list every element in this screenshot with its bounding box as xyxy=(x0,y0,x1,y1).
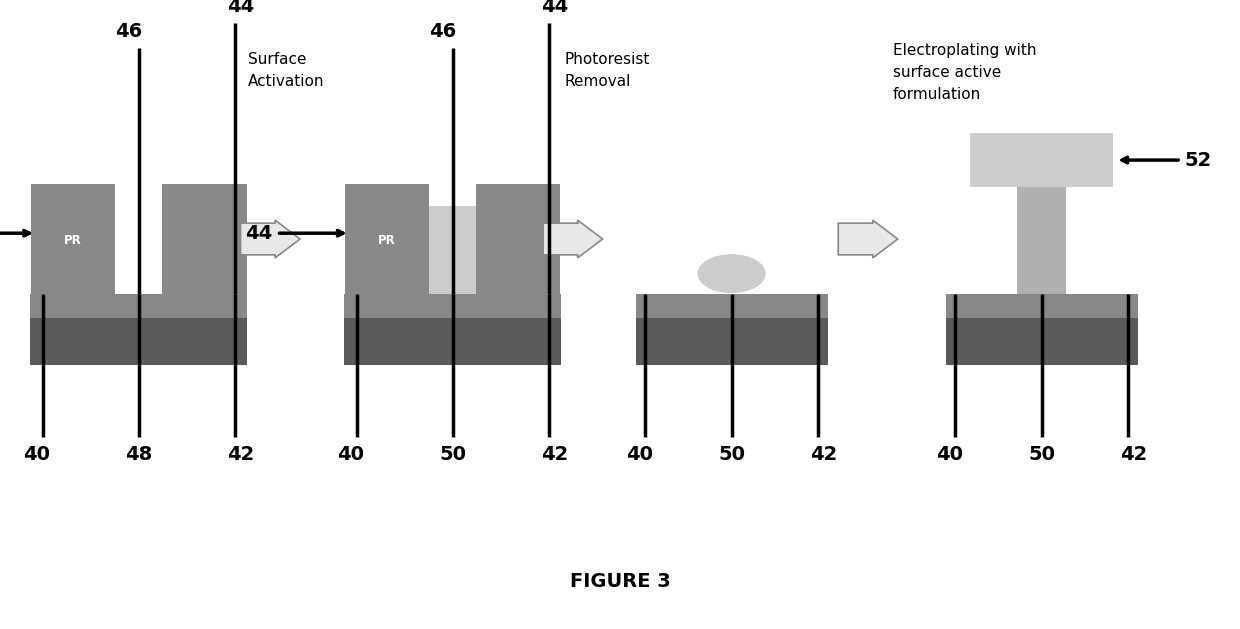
Bar xyxy=(343,294,560,318)
Bar xyxy=(429,206,476,294)
Text: Electroplating with: Electroplating with xyxy=(893,43,1037,58)
Bar xyxy=(31,184,115,294)
Text: 50: 50 xyxy=(718,445,745,464)
Text: PR: PR xyxy=(64,235,82,247)
Bar xyxy=(345,184,429,294)
Bar xyxy=(343,318,560,365)
Bar xyxy=(476,184,560,294)
Bar xyxy=(945,294,1138,318)
Text: 42: 42 xyxy=(228,445,254,464)
Text: 40: 40 xyxy=(626,445,652,464)
Text: 48: 48 xyxy=(125,445,153,464)
Text: surface active: surface active xyxy=(893,65,1001,80)
Text: FIGURE 3: FIGURE 3 xyxy=(569,572,671,591)
Text: 46: 46 xyxy=(115,22,143,41)
Bar xyxy=(1017,187,1066,294)
Text: Surface: Surface xyxy=(248,52,306,67)
Ellipse shape xyxy=(697,254,765,293)
Bar xyxy=(31,318,247,365)
Bar xyxy=(635,318,828,365)
Text: 52: 52 xyxy=(1184,150,1211,170)
Text: Photoresist: Photoresist xyxy=(564,52,650,67)
Text: 40: 40 xyxy=(337,445,363,464)
Text: Activation: Activation xyxy=(248,74,325,89)
Text: 44: 44 xyxy=(246,224,273,243)
Bar xyxy=(945,318,1138,365)
Text: formulation: formulation xyxy=(893,87,981,102)
Text: 40: 40 xyxy=(24,445,50,464)
Text: 44: 44 xyxy=(542,0,568,16)
Polygon shape xyxy=(241,220,300,258)
Text: 42: 42 xyxy=(542,445,568,464)
Bar xyxy=(970,133,1112,187)
Polygon shape xyxy=(838,220,898,258)
Text: 44: 44 xyxy=(228,0,254,16)
Bar xyxy=(162,184,247,294)
Polygon shape xyxy=(543,220,603,258)
Bar xyxy=(31,294,247,318)
Text: 50: 50 xyxy=(1028,445,1055,464)
Text: 42: 42 xyxy=(811,445,837,464)
Text: 46: 46 xyxy=(429,22,456,41)
Text: 50: 50 xyxy=(439,445,466,464)
Text: Removal: Removal xyxy=(564,74,631,89)
Text: 40: 40 xyxy=(936,445,962,464)
Text: PR: PR xyxy=(378,235,396,247)
Bar xyxy=(635,294,828,318)
Text: 42: 42 xyxy=(1121,445,1147,464)
